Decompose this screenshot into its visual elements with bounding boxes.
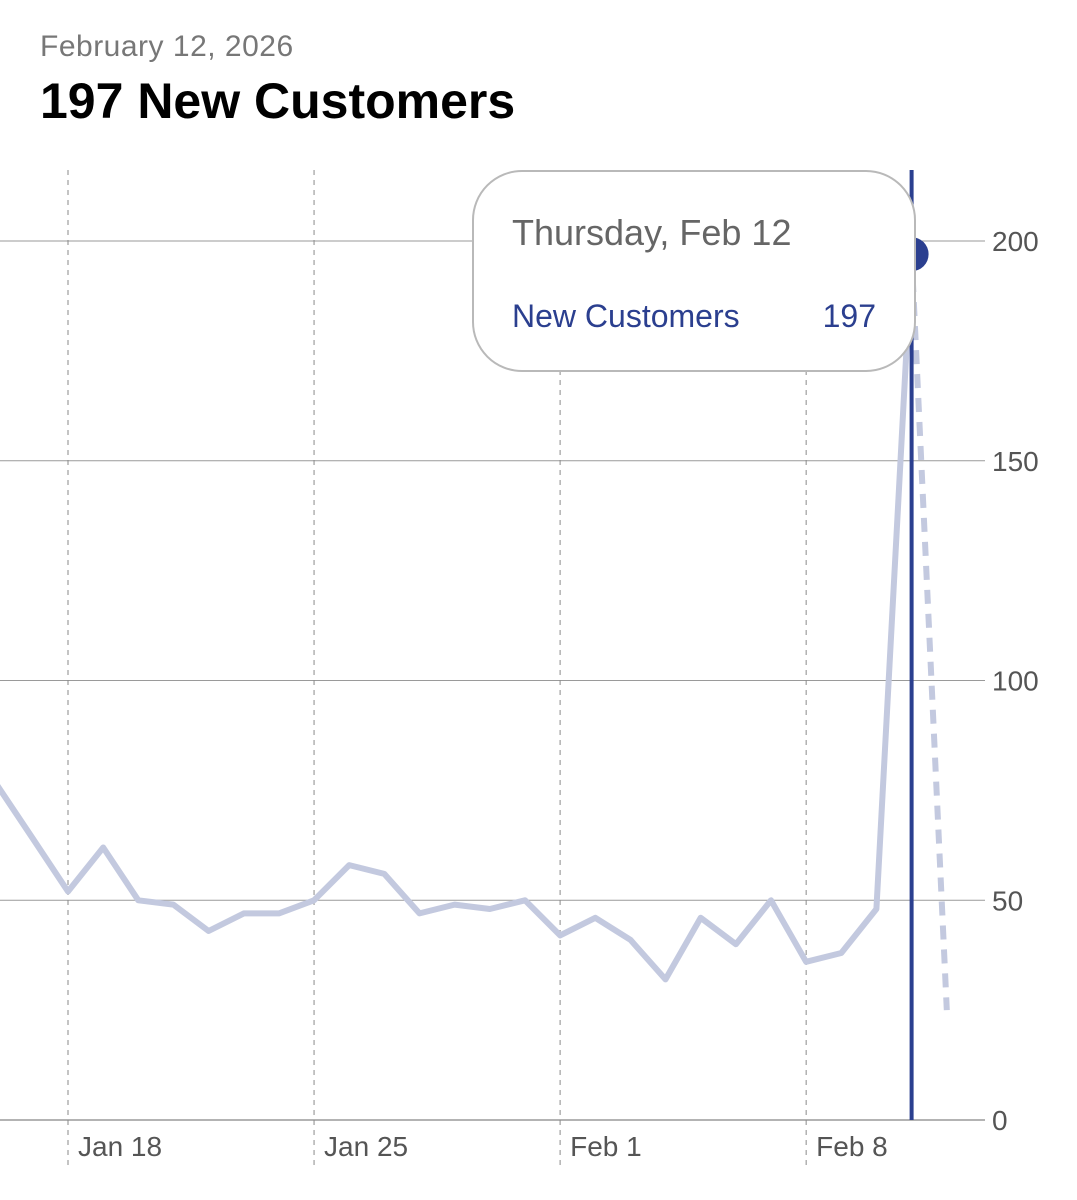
- x-tick-label: Feb 8: [816, 1131, 888, 1162]
- y-tick-label: 150: [992, 446, 1039, 477]
- tooltip-series-label: New Customers: [512, 298, 740, 334]
- y-tick-label: 200: [992, 226, 1039, 257]
- y-tick-label: 100: [992, 666, 1039, 697]
- y-tick-label: 50: [992, 885, 1023, 916]
- x-tick-label: Jan 25: [324, 1131, 408, 1162]
- projected-series-line: [908, 254, 950, 1011]
- chart-tooltip: Thursday, Feb 12 New Customers 197: [472, 170, 916, 372]
- x-tick-label: Feb 1: [570, 1131, 642, 1162]
- y-tick-label: 0: [992, 1105, 1008, 1136]
- x-tick-label: Jan 18: [78, 1131, 162, 1162]
- date-subtitle: February 12, 2026: [40, 30, 294, 63]
- series-line: [0, 251, 915, 983]
- customer-count-headline: 197 New Customers: [40, 73, 516, 129]
- tooltip-value: 197: [822, 298, 876, 334]
- tooltip-date: Thursday, Feb 12: [512, 212, 792, 253]
